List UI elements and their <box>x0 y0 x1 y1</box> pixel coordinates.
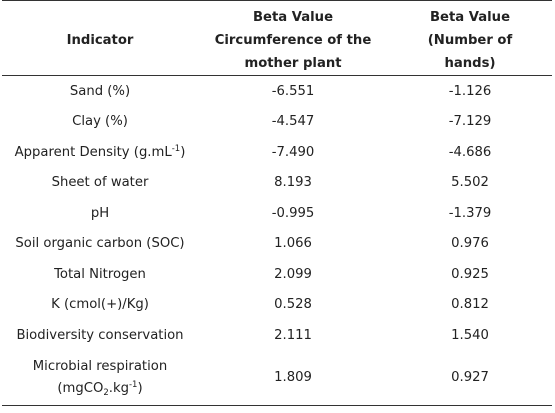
cell-circumference: -4.547 <box>271 114 315 130</box>
cell-hands: 0.927 <box>388 350 552 406</box>
cell-indicator: Clay (%) <box>72 114 128 130</box>
header-circumference-line-2: Circumference of the <box>214 32 372 48</box>
indicator-line-1: Microbial respiration <box>32 358 168 374</box>
header-hands-line-1: Beta Value <box>429 9 511 25</box>
cell-indicator: Microbial respiration (mgCO2.kg-1) <box>2 350 198 406</box>
cell-circumference: 2.099 <box>274 266 312 282</box>
table-row: Sand (%) -6.551 -1.126 <box>2 76 552 107</box>
indicator-line-2-part-3: ) <box>137 380 143 396</box>
cell-hands: 0.925 <box>451 266 489 282</box>
header-circumference: Beta Value Circumference of the mother p… <box>198 0 388 76</box>
header-circumference-line-3: mother plant <box>244 55 342 71</box>
header-indicator: Indicator <box>2 0 198 76</box>
table-row: Apparent Density (g.mL-1) -7.490 -4.686 <box>2 137 552 168</box>
table-row: Sheet of water 8.193 5.502 <box>2 168 552 199</box>
beta-values-table: Indicator Beta Value Circumference of th… <box>2 0 552 406</box>
table-row: Soil organic carbon (SOC) 1.066 0.976 <box>2 229 552 260</box>
cell-hands: -1.379 <box>448 205 492 221</box>
header-row: Indicator Beta Value Circumference of th… <box>2 0 552 76</box>
indicator-superscript: -1 <box>128 379 138 390</box>
table-row: pH -0.995 -1.379 <box>2 198 552 229</box>
header-hands-line-2: (Number of <box>427 32 513 48</box>
table-row: Clay (%) -4.547 -7.129 <box>2 107 552 138</box>
cell-indicator: Apparent Density (g.mL-1) <box>2 137 198 168</box>
cell-circumference: 1.809 <box>198 350 388 406</box>
cell-hands: 1.540 <box>451 327 489 343</box>
cell-circumference: 8.193 <box>274 175 312 191</box>
cell-hands: -4.686 <box>448 144 492 160</box>
indicator-line-2-part-1: (mgCO <box>57 380 104 396</box>
cell-hands: -7.129 <box>448 114 492 130</box>
indicator-line-2-part-2: .kg <box>108 380 129 396</box>
cell-circumference: -0.995 <box>271 205 315 221</box>
table-row: Microbial respiration (mgCO2.kg-1) 1.809… <box>2 350 552 406</box>
header-indicator-label: Indicator <box>66 32 134 48</box>
cell-circumference: 2.111 <box>274 327 312 343</box>
indicator-text: Apparent Density (g.mL <box>14 144 172 160</box>
cell-hands: 5.502 <box>451 175 489 191</box>
header-hands-line-3: hands) <box>444 55 496 71</box>
cell-indicator: Sand (%) <box>69 83 131 99</box>
table-row: K (cmol(+)/Kg) 0.528 0.812 <box>2 290 552 321</box>
cell-hands: 0.976 <box>451 236 489 252</box>
cell-hands: 0.812 <box>451 297 489 313</box>
indicator-superscript: -1 <box>171 143 181 154</box>
cell-circumference: 1.066 <box>274 236 312 252</box>
cell-indicator: Sheet of water <box>51 175 149 191</box>
indicator-subscript: 2 <box>103 387 109 398</box>
cell-indicator: Soil organic carbon (SOC) <box>15 236 185 252</box>
cell-circumference: 0.528 <box>274 297 312 313</box>
cell-indicator: pH <box>90 205 110 221</box>
cell-hands: -1.126 <box>448 83 492 99</box>
table-row: Total Nitrogen 2.099 0.925 <box>2 259 552 290</box>
cell-indicator: Total Nitrogen <box>54 266 146 282</box>
header-circumference-line-1: Beta Value <box>252 9 334 25</box>
table-row: Biodiversity conservation 2.111 1.540 <box>2 320 552 351</box>
header-hands: Beta Value (Number of hands) <box>388 0 552 76</box>
cell-indicator: Biodiversity conservation <box>16 327 184 343</box>
cell-circumference: -6.551 <box>271 83 315 99</box>
indicator-tail: ) <box>180 144 186 160</box>
cell-indicator: K (cmol(+)/Kg) <box>51 297 149 313</box>
cell-circumference: -7.490 <box>271 144 315 160</box>
